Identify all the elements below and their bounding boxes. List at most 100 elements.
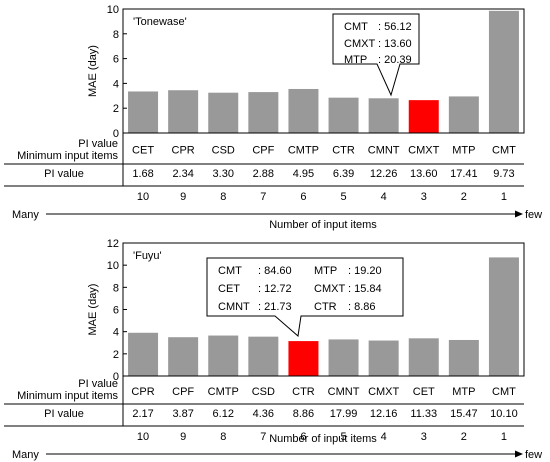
y-tick-label: 0 [113,371,119,383]
pi-value-cell: 11.33 [410,408,437,420]
x-category-label: CMXT [408,145,439,157]
y-tick-label: 10 [107,4,119,16]
table-row-label: PI value [44,168,84,180]
x-category-label: CET [132,145,154,157]
number-of-inputs-label: Number of input items [269,219,377,231]
arrow-head [515,210,523,218]
bar-cmxt [368,340,399,376]
callout-box [206,257,404,337]
y-axis-label: MAE (day) [87,284,99,336]
x-category-label: CMTP [288,145,319,157]
pi-value-cell: 3.30 [213,168,234,180]
callout-name: MTP [314,265,337,277]
chart-title: 'Tonewase' [133,16,187,28]
bar-cpf [168,337,199,376]
bar-cpf [248,92,279,133]
pi-value-cell: 4.36 [253,408,274,420]
bar-cet [408,338,439,376]
pi-value-cell: 15.47 [450,408,478,420]
x-category-label: CPR [172,145,195,157]
table-header-min-inputs: Minimum input items [17,150,118,162]
callout-value: : 84.60 [258,265,292,277]
input-count-label: 3 [421,431,427,443]
table-row-label: PI value [44,408,84,420]
table-header-pi: PI value [78,138,118,150]
pi-value-cell: 12.26 [370,168,398,180]
x-category-label: CTR [292,386,315,398]
input-count-label: 10 [137,431,149,443]
bar-cpr [128,332,159,376]
callout-value: : 15.84 [348,283,382,295]
pi-value-cell: 4.95 [293,168,314,180]
number-of-inputs-label: Number of input items [269,433,377,445]
x-category-label: CPR [131,386,154,398]
pi-value-cell: 2.17 [132,408,153,420]
bar-cpr [168,90,199,133]
callout-name: CTR [314,301,337,313]
x-category-label: CMT [492,145,516,157]
pi-value-cell: 8.86 [293,408,314,420]
callout-value: : 21.73 [258,301,292,313]
x-category-label: CPF [252,145,274,157]
y-tick-label: 10 [107,260,119,272]
pi-value-cell: 6.39 [333,168,354,180]
input-count-label: 7 [260,431,266,443]
callout-name: MTP [344,54,367,66]
arrow-head [515,450,523,458]
callout-name: CMXT [314,283,345,295]
bar-cmnt [328,339,359,376]
few-label: few [525,209,542,221]
y-axis-label: MAE (day) [87,45,99,97]
y-tick-label: 8 [113,282,119,294]
x-category-label: CMXT [368,386,399,398]
pi-value-cell: 1.68 [132,168,153,180]
pi-value-cell: 10.10 [490,408,518,420]
callout-value: : 12.72 [258,283,292,295]
y-tick-label: 2 [113,349,119,361]
few-label: few [525,449,542,461]
pi-value-cell: 17.99 [330,408,358,420]
many-label: Many [12,449,39,461]
bar-cet [128,91,159,133]
bar-cmtp [288,88,319,133]
input-count-label: 4 [381,191,387,203]
input-count-label: 3 [421,191,427,203]
callout-name: CMXT [344,38,375,50]
input-count-label: 9 [180,431,186,443]
many-label: Many [12,209,39,221]
y-tick-label: 12 [107,238,119,250]
bar-ctr [328,97,359,133]
y-tick-label: 2 [113,103,119,115]
x-category-label: CSD [252,386,275,398]
pi-value-cell: 12.16 [370,408,398,420]
table-header-pi: PI value [78,378,118,390]
bar-cmt [488,10,519,133]
pi-value-cell: 9.73 [493,168,514,180]
pi-value-cell: 2.34 [172,168,193,180]
callout-value: : 56.12 [378,21,412,33]
bar-csd [208,92,239,133]
y-tick-label: 4 [113,78,119,90]
bar-mtp [448,339,479,376]
input-count-label: 1 [501,191,507,203]
input-count-label: 2 [461,191,467,203]
x-category-label: CMTP [208,386,239,398]
input-count-label: 2 [461,431,467,443]
input-count-label: 4 [381,431,387,443]
bar-ctr [288,341,319,376]
input-count-label: 5 [340,431,346,443]
y-tick-label: 4 [113,327,119,339]
x-category-label: CTR [332,145,355,157]
x-category-label: CSD [212,145,235,157]
pi-value-cell: 2.88 [253,168,274,180]
x-category-label: MTP [452,386,475,398]
input-count-label: 8 [220,431,226,443]
bar-cmt [488,257,519,376]
y-tick-label: 6 [113,305,119,317]
input-count-label: 10 [137,191,149,203]
callout-value: : 19.20 [348,265,382,277]
callout-name: CET [218,283,240,295]
